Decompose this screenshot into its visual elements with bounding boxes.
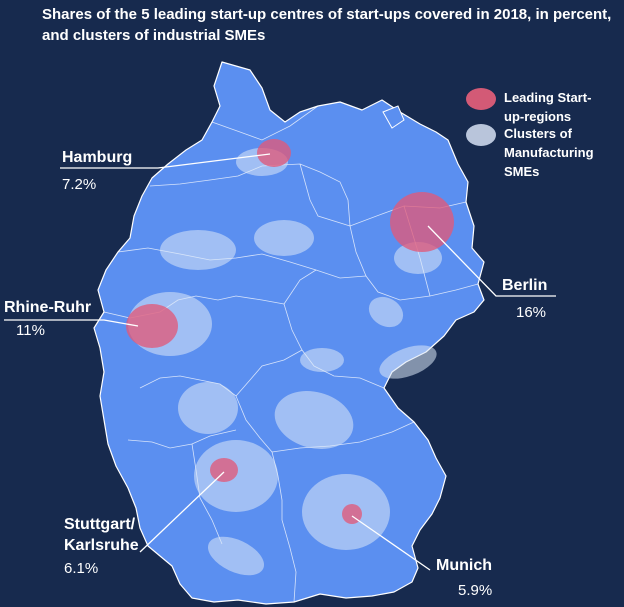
sme-cluster — [368, 296, 404, 328]
legend-label-start-up: Leading Start-up-regions — [504, 90, 592, 124]
legend-start-up-regions: Leading Start-up-regions — [466, 88, 604, 126]
map-title: Shares of the 5 leading start-up centres… — [42, 6, 612, 44]
value-berlin: 16% — [516, 304, 547, 321]
value-rhine-ruhr: 11% — [16, 322, 45, 339]
value-munich: 5.9% — [458, 582, 493, 599]
sme-cluster — [178, 382, 238, 434]
label-hamburg: Hamburg — [62, 149, 133, 166]
germany-land — [93, 61, 485, 605]
label-munich: Munich — [436, 557, 492, 574]
legend-label-sme: Clusters of Manufacturing SMEs — [504, 126, 594, 179]
start-up-region-hamburg — [257, 139, 291, 167]
legend-sme-clusters: Clusters of Manufacturing SMEs — [466, 124, 604, 181]
sme-cluster — [207, 536, 265, 576]
legend-swatch-start-up — [466, 88, 496, 110]
island — [382, 105, 405, 129]
sme-cluster — [160, 230, 236, 270]
sme-cluster — [254, 220, 314, 256]
label-stuttgart-karlsruhe: Stuttgart/ Karlsruhe — [64, 516, 139, 554]
leader-lines — [4, 153, 556, 571]
label-berlin: Berlin — [502, 277, 548, 294]
sme-cluster — [379, 345, 437, 379]
sme-cluster — [274, 391, 354, 449]
sme-cluster — [300, 348, 344, 372]
legend-swatch-sme — [466, 124, 496, 146]
start-up-region-rhine-ruhr — [126, 304, 178, 348]
value-hamburg: 7.2% — [62, 176, 97, 193]
value-stuttgart-karlsruhe: 6.1% — [64, 560, 99, 577]
start-up-region-stuttgart — [210, 458, 238, 482]
label-rhine-ruhr: Rhine-Ruhr — [4, 299, 92, 316]
